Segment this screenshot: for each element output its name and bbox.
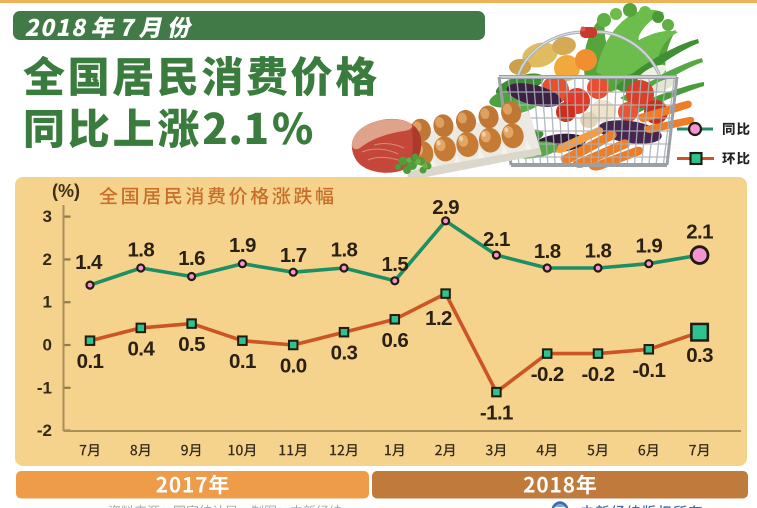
svg-text:1.2: 1.2 — [425, 307, 452, 330]
svg-text:1.9: 1.9 — [635, 234, 662, 257]
svg-text:-1: -1 — [37, 378, 52, 397]
svg-text:-0.1: -0.1 — [632, 359, 665, 382]
svg-text:1.5: 1.5 — [381, 253, 408, 276]
svg-text:0.5: 0.5 — [178, 333, 205, 356]
svg-text:1.6: 1.6 — [178, 247, 205, 270]
svg-text:-2: -2 — [37, 421, 52, 440]
svg-text:-0.2: -0.2 — [582, 363, 615, 386]
svg-text:0.1: 0.1 — [229, 350, 256, 373]
svg-text:1.4: 1.4 — [75, 251, 103, 274]
svg-text:0.3: 0.3 — [686, 344, 713, 367]
svg-text:0.0: 0.0 — [280, 355, 307, 378]
svg-text:2.9: 2.9 — [432, 196, 459, 219]
svg-text:-1.1: -1.1 — [480, 402, 513, 425]
svg-text:1.8: 1.8 — [534, 240, 561, 263]
svg-text:1.8: 1.8 — [127, 239, 154, 262]
svg-text:2.1: 2.1 — [483, 228, 510, 251]
svg-text:1: 1 — [43, 293, 52, 312]
svg-text:1.8: 1.8 — [331, 239, 358, 262]
svg-text:0.3: 0.3 — [331, 342, 358, 365]
svg-text:1.9: 1.9 — [229, 234, 256, 257]
svg-text:-0.2: -0.2 — [531, 363, 564, 386]
svg-text:0: 0 — [43, 336, 52, 355]
svg-text:2: 2 — [43, 250, 52, 269]
svg-text:0.1: 0.1 — [77, 350, 104, 373]
svg-text:0.4: 0.4 — [127, 337, 155, 360]
svg-text:(%): (%) — [52, 181, 80, 201]
svg-text:2.1: 2.1 — [686, 220, 713, 243]
svg-text:1.7: 1.7 — [280, 244, 307, 267]
svg-text:1.8: 1.8 — [585, 240, 612, 263]
svg-text:3: 3 — [43, 207, 52, 226]
svg-text:0.6: 0.6 — [381, 329, 408, 352]
